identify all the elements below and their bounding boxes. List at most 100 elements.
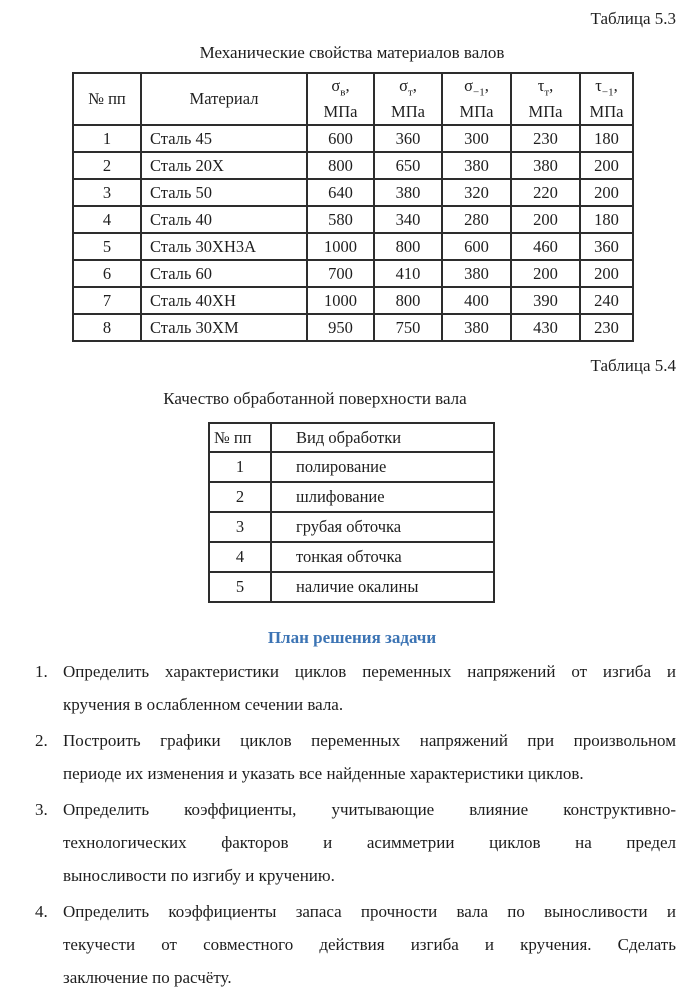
table-row: 1 полирование: [208, 451, 495, 483]
text-line: заключение по расчёту.: [63, 968, 232, 987]
cell-kind: полирование: [270, 451, 495, 483]
cell-value: 950: [306, 313, 375, 342]
tau-symbol: τ: [595, 75, 602, 95]
list-item-number: 4.: [35, 902, 48, 921]
table-row: 8 Сталь 30ХМ 950 750 380 430 230: [72, 313, 634, 342]
text-line: Определить характеристики циклов перемен…: [63, 662, 676, 681]
col-header-sigma-minus1: σ−1, МПа: [441, 72, 512, 126]
cell-value: 380: [441, 259, 512, 288]
table-row: 1 Сталь 45 600 360 300 230 180: [72, 124, 634, 153]
units: МПа: [323, 102, 358, 122]
list-item-text: Построить графики циклов переменных напр…: [63, 724, 676, 790]
sigma-symbol: σ: [464, 75, 474, 95]
cell-num: 5: [208, 571, 272, 603]
list-item-text: Определить коэффициенты запаса прочности…: [63, 895, 676, 994]
cell-value: 200: [579, 151, 634, 180]
list-item-number: 2.: [35, 731, 48, 750]
list-item-number: 3.: [35, 800, 48, 819]
subscript: т: [407, 86, 413, 99]
cell-value: 360: [579, 232, 634, 261]
cell-material: Сталь 40ХН: [140, 286, 308, 315]
cell-kind: шлифование: [270, 481, 495, 513]
units: МПа: [589, 102, 624, 122]
comma: ,: [412, 75, 417, 95]
cell-kind: наличие окалины: [270, 571, 495, 603]
cell-value: 1000: [306, 232, 375, 261]
plan-heading: План решения задачи: [267, 628, 437, 647]
cell-kind: грубая обточка: [270, 511, 495, 543]
cell-material: Сталь 60: [140, 259, 308, 288]
cell-material: Сталь 30ХМ: [140, 313, 308, 342]
cell-num: 2: [208, 481, 272, 513]
cell-value: 200: [579, 259, 634, 288]
text-line: кручения в ослабленном сечении вала.: [63, 695, 344, 714]
cell-value: 280: [441, 205, 512, 234]
cell-value: 800: [306, 151, 375, 180]
list-item-text: Определить характеристики циклов перемен…: [63, 655, 676, 721]
subscript: −1: [473, 86, 485, 99]
plan-list: 1. Определить характеристики циклов пере…: [35, 655, 676, 997]
col-header-tau-t: τт, МПа: [510, 72, 581, 126]
cell-value: 650: [373, 151, 443, 180]
units: МПа: [528, 102, 563, 122]
cell-value: 320: [441, 178, 512, 207]
list-item: 1. Определить характеристики циклов пере…: [35, 655, 676, 721]
cell-num: 2: [72, 151, 142, 180]
list-item-text: Определить коэффициенты, учитывающие вли…: [63, 793, 676, 892]
cell-value: 700: [306, 259, 375, 288]
subscript: т: [544, 86, 550, 99]
sigma-symbol: σ: [399, 75, 408, 95]
cell-value: 380: [510, 151, 581, 180]
table-row: 2 Сталь 20Х 800 650 380 380 200: [72, 151, 634, 180]
text-line: Построить графики циклов переменных напр…: [63, 731, 676, 750]
table-53-header-row: № пп Материал σв, МПа σт, МПа σ−1, МПа τ…: [72, 72, 634, 126]
text-line: технологических факторов и асимметрии ци…: [63, 833, 676, 852]
tau-symbol: τ: [537, 75, 545, 95]
col-header-num: № пп: [72, 72, 142, 126]
col-header-num: № пп: [208, 422, 272, 453]
table-54: № пп Вид обработки 1 полирование 2 шлифо…: [208, 422, 495, 603]
table-row: 4 тонкая обточка: [208, 541, 495, 573]
table-53: № пп Материал σв, МПа σт, МПа σ−1, МПа τ…: [72, 72, 634, 342]
units: МПа: [391, 102, 425, 122]
text-line: Определить коэффициенты, учитывающие вли…: [63, 800, 676, 819]
cell-value: 580: [306, 205, 375, 234]
table-53-title: Механические свойства материалов валов: [199, 43, 505, 62]
cell-material: Сталь 20Х: [140, 151, 308, 180]
cell-num: 5: [72, 232, 142, 261]
cell-value: 640: [306, 178, 375, 207]
cell-num: 6: [72, 259, 142, 288]
cell-value: 400: [441, 286, 512, 315]
cell-num: 8: [72, 313, 142, 342]
cell-value: 380: [373, 178, 443, 207]
col-header-material: Материал: [140, 72, 308, 126]
table-row: 5 Сталь 30ХН3А 1000 800 600 460 360: [72, 232, 634, 261]
units: МПа: [459, 102, 494, 122]
table-row: 2 шлифование: [208, 481, 495, 513]
comma: ,: [484, 75, 489, 95]
sigma-symbol: σ: [331, 75, 341, 95]
text-line: периоде их изменения и указать все найде…: [63, 764, 584, 783]
comma: ,: [345, 75, 350, 95]
cell-value: 230: [579, 313, 634, 342]
table-row: 3 Сталь 50 640 380 320 220 200: [72, 178, 634, 207]
cell-value: 200: [579, 178, 634, 207]
cell-value: 800: [373, 286, 443, 315]
table-54-label: Таблица 5.4: [590, 356, 676, 375]
cell-value: 340: [373, 205, 443, 234]
col-header-tau-minus1: τ−1, МПа: [579, 72, 634, 126]
cell-num: 4: [72, 205, 142, 234]
cell-num: 7: [72, 286, 142, 315]
list-item: 2. Построить графики циклов переменных н…: [35, 724, 676, 790]
cell-material: Сталь 45: [140, 124, 308, 153]
table-54-header-row: № пп Вид обработки: [208, 422, 495, 453]
cell-value: 750: [373, 313, 443, 342]
cell-num: 1: [208, 451, 272, 483]
table-row: 6 Сталь 60 700 410 380 200 200: [72, 259, 634, 288]
comma: ,: [549, 75, 554, 95]
cell-value: 240: [579, 286, 634, 315]
cell-value: 180: [579, 205, 634, 234]
cell-material: Сталь 30ХН3А: [140, 232, 308, 261]
text-line: Определить коэффициенты запаса прочности…: [63, 902, 676, 921]
